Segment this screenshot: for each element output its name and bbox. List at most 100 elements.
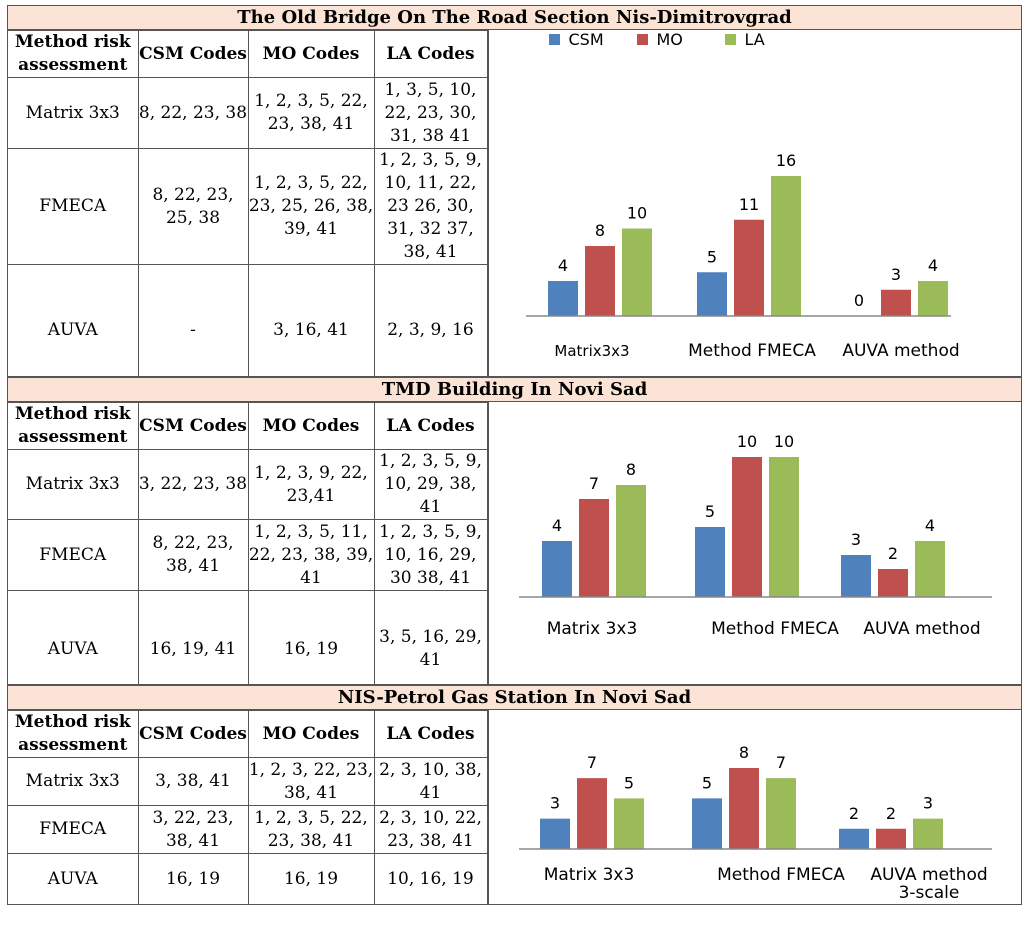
row-mo: 1, 2, 3, 5, 11, 22, 23, 38, 39, 41 — [247, 519, 375, 591]
category-label: Method FMECA — [711, 619, 839, 639]
bar-csm — [840, 555, 871, 597]
row-csm: 8, 22, 23, 38 — [137, 77, 249, 149]
row-mo: 1, 2, 3, 22, 23, 38, 41 — [247, 757, 375, 806]
row-csm: 3, 22, 23, 38, 41 — [137, 805, 249, 854]
bar-mo — [578, 499, 609, 597]
data-label: 11 — [738, 195, 758, 214]
section-title: NIS-Petrol Gas Station In Novi Sad — [7, 685, 1022, 710]
header-mo: MO Codes — [247, 30, 375, 78]
row-la: 2, 3, 9, 16 — [373, 264, 488, 397]
table-row: Matrix 3x3 3, 22, 23, 38 1, 2, 3, 9, 22,… — [8, 449, 488, 520]
row-mo: 1, 2, 3, 5, 22, 23, 38, 41 — [247, 805, 375, 854]
table-row: Matrix 3x3 3, 38, 41 1, 2, 3, 22, 23, 38… — [8, 757, 488, 806]
data-label: 2 — [887, 544, 897, 563]
header-csm: CSM Codes — [137, 30, 249, 78]
row-method: Matrix 3x3 — [8, 77, 139, 149]
bar-mo — [877, 569, 908, 597]
bar-la — [621, 228, 652, 316]
table-row: FMECA 3, 22, 23, 38, 41 1, 2, 3, 5, 22, … — [8, 805, 488, 854]
row-la: 1, 2, 3, 5, 9, 10, 11, 22, 23 26, 30, 31… — [373, 148, 488, 265]
section-title: TMD Building In Novi Sad — [7, 377, 1022, 402]
data-label: 5 — [623, 773, 633, 792]
chart-panel: CSM MO LA 4 5 0 8 11 3 10 16 4 Matrix3x3 Method FM… — [487, 30, 1022, 376]
row-mo: 16, 19 — [247, 853, 375, 905]
row-method: Matrix 3x3 — [8, 757, 139, 806]
row-method: FMECA — [8, 148, 139, 265]
data-label: 8 — [594, 221, 604, 240]
data-label: 4 — [927, 256, 937, 275]
bar-csm — [838, 828, 869, 849]
category-label: AUVA method — [863, 619, 980, 639]
data-label: 5 — [701, 773, 711, 792]
category-label: Method FMECA — [717, 865, 845, 885]
legend-swatch — [724, 34, 736, 45]
bar-mo — [576, 778, 607, 849]
data-label: 0 — [853, 291, 863, 310]
bar-la — [613, 798, 644, 849]
header-la: LA Codes — [373, 710, 488, 758]
bar-csm — [539, 818, 570, 849]
bar-csm — [691, 798, 722, 849]
legend-item-csm: CSM — [548, 30, 637, 49]
bar-mo — [875, 828, 906, 849]
legend-item-mo: MO — [636, 30, 725, 49]
bar-la — [768, 457, 799, 597]
row-csm: 3, 38, 41 — [137, 757, 249, 806]
codes-table: Method risk assessment CSM Codes MO Code… — [8, 402, 488, 708]
row-csm: 16, 19 — [137, 853, 249, 905]
bar-mo — [880, 289, 911, 316]
header-csm: CSM Codes — [137, 710, 249, 758]
data-label: 4 — [924, 516, 934, 535]
bar-la — [912, 818, 943, 849]
table-header-row: Method risk assessment CSM Codes MO Code… — [8, 30, 488, 78]
category-label: Matrix 3x3 — [543, 865, 634, 885]
data-label: 10 — [626, 204, 646, 223]
data-label: 5 — [706, 247, 716, 266]
table-header-row: Method risk assessment CSM Codes MO Code… — [8, 402, 488, 450]
data-label: 3 — [890, 265, 900, 284]
bar-la — [917, 281, 948, 316]
row-la: 2, 3, 10, 38, 41 — [373, 757, 488, 806]
chart-legend: CSM MO LA — [548, 30, 813, 49]
row-la: 1, 3, 5, 10, 22, 23, 30, 31, 38 41 — [373, 77, 488, 149]
legend-label: LA — [744, 30, 765, 49]
bar-mo — [584, 246, 615, 316]
row-csm: 8, 22, 23, 38, 41 — [137, 519, 249, 591]
data-label: 16 — [775, 151, 795, 170]
row-mo: 3, 16, 41 — [247, 264, 375, 397]
header-method: Method risk assessment — [8, 402, 139, 450]
codes-table: Method risk assessment CSM Codes MO Code… — [8, 30, 488, 397]
bar-la — [765, 778, 796, 849]
legend-label: CSM — [568, 30, 604, 49]
row-mo: 1, 2, 3, 9, 22, 23,41 — [247, 449, 375, 520]
codes-table: Method risk assessment CSM Codes MO Code… — [8, 710, 488, 905]
table-row: AUVA 16, 19 16, 19 10, 16, 19 — [8, 853, 488, 905]
header-la: LA Codes — [373, 402, 488, 450]
bar-chart: 3 5 2 7 8 2 5 7 3 Matrix 3x3 Method FMECA AUVA meth… — [518, 743, 992, 903]
row-la: 2, 3, 10, 22, 23, 38, 41 — [373, 805, 488, 854]
bar-csm — [541, 541, 572, 597]
category-label: Matrix3x3 — [554, 342, 629, 360]
row-method: AUVA — [8, 853, 139, 905]
data-label: 10 — [736, 432, 756, 451]
data-label: 7 — [775, 753, 785, 772]
data-label: 2 — [848, 804, 858, 823]
row-method: Matrix 3x3 — [8, 449, 139, 520]
data-label: 7 — [586, 753, 596, 772]
bar-chart: 4 5 0 8 11 3 10 16 4 Matrix3x3 Method FMECA AUVA me… — [525, 151, 959, 361]
category-label: 3-scale — [898, 883, 959, 903]
section-title: The Old Bridge On The Road Section Nis-D… — [7, 5, 1022, 30]
row-mo: 1, 2, 3, 5, 22, 23, 25, 26, 38, 39, 41 — [247, 148, 375, 265]
data-label: 2 — [885, 804, 895, 823]
chart-panel: 3 5 2 7 8 2 5 7 3 Matrix 3x3 Method FMECA AUVA meth… — [487, 710, 1022, 904]
data-label: 3 — [549, 794, 559, 813]
chart-panel: 4 5 3 7 10 2 8 10 4 Matrix 3x3 Method FMECA AUVA me… — [487, 402, 1022, 684]
bar-mo — [733, 219, 764, 316]
bar-csm — [696, 272, 727, 316]
header-method: Method risk assessment — [8, 710, 139, 758]
category-label: Matrix 3x3 — [546, 619, 637, 639]
bar-la — [914, 541, 945, 597]
row-method: FMECA — [8, 519, 139, 591]
data-label: 4 — [557, 256, 567, 275]
row-la: 10, 16, 19 — [373, 853, 488, 905]
